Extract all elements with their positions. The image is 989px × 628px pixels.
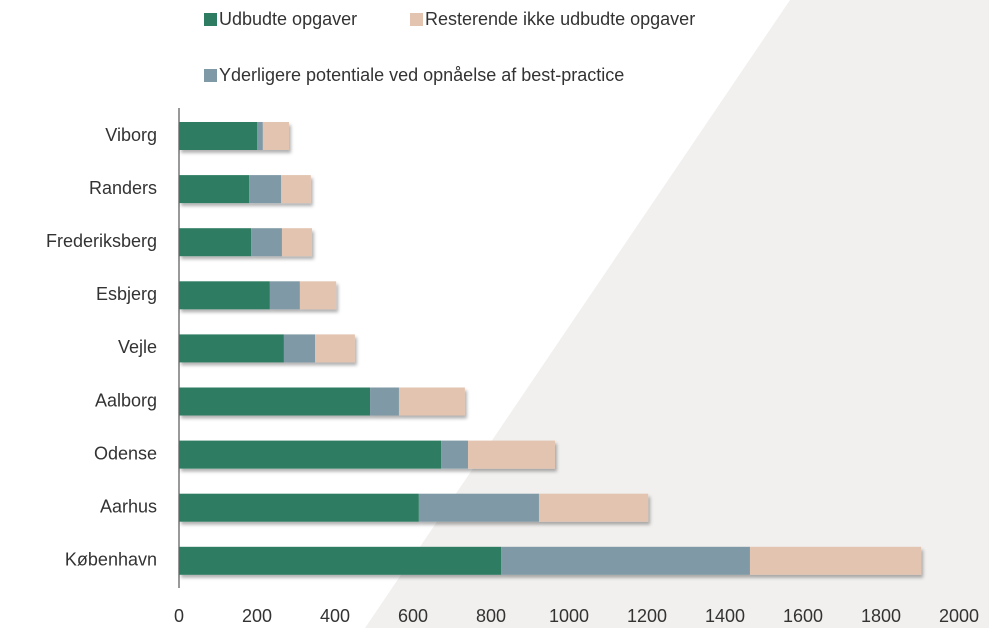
y-tick-label: Frederiksberg <box>46 231 157 251</box>
bar-group <box>179 334 355 363</box>
bar-segment <box>538 493 649 522</box>
x-tick-label: 600 <box>398 606 428 626</box>
bar-segment <box>179 387 371 416</box>
y-tick-label: Vejle <box>118 337 157 357</box>
bar-group <box>179 122 289 150</box>
x-tick-label: 1800 <box>861 606 901 626</box>
background-shape <box>365 0 989 628</box>
y-tick-label: Aarhus <box>100 496 157 516</box>
x-tick-label: 1000 <box>549 606 589 626</box>
bar-segment <box>281 228 312 257</box>
x-tick-label: 200 <box>242 606 272 626</box>
bar-segment <box>441 440 468 469</box>
bar-segment <box>179 228 252 257</box>
x-tick-label: 1400 <box>705 606 745 626</box>
bar-segment <box>251 228 282 257</box>
x-tick-label: 0 <box>174 606 184 626</box>
bar-segment <box>283 334 316 363</box>
bar-segment <box>467 440 555 469</box>
bar-group <box>179 387 465 416</box>
bar-segment <box>257 122 263 150</box>
bar-segment <box>179 334 284 363</box>
bar-segment <box>249 175 282 204</box>
x-tick-label: 1600 <box>783 606 823 626</box>
y-tick-label: København <box>65 550 157 570</box>
bar-segment <box>179 546 502 575</box>
bar-segment <box>501 546 750 575</box>
bar-segment <box>749 546 922 575</box>
bar-segment <box>370 387 399 416</box>
bar-segment <box>179 122 257 150</box>
bar-segment <box>418 493 539 522</box>
bar-segment <box>179 440 442 469</box>
bar-group <box>179 175 311 204</box>
bar-segment <box>299 281 337 310</box>
x-tick-label: 800 <box>476 606 506 626</box>
bar-group <box>179 281 337 310</box>
legend-swatch <box>204 69 217 82</box>
bar-segment <box>398 387 465 416</box>
legend-label: Udbudte opgaver <box>219 9 357 29</box>
bar-group <box>179 228 312 257</box>
legend-swatch <box>204 13 217 26</box>
bar-segment <box>179 175 250 204</box>
y-tick-label: Randers <box>89 178 157 198</box>
bar-segment <box>179 281 270 310</box>
bar-segment <box>281 175 311 204</box>
x-tick-label: 2000 <box>939 606 979 626</box>
bar-group <box>179 546 922 575</box>
bar-segment <box>262 122 289 150</box>
legend-swatch <box>410 13 423 26</box>
y-tick-label: Esbjerg <box>96 284 157 304</box>
x-tick-label: 400 <box>320 606 350 626</box>
legend-label: Resterende ikke udbudte opgaver <box>425 9 695 29</box>
y-tick-label: Aalborg <box>95 390 157 410</box>
bar-group <box>179 493 649 522</box>
bar-segment <box>315 334 355 363</box>
y-tick-label: Odense <box>94 443 157 463</box>
bar-group <box>179 440 555 469</box>
y-tick-label: Viborg <box>105 125 157 145</box>
bar-segment <box>179 493 419 522</box>
bar-segment <box>269 281 300 310</box>
legend-label: Yderligere potentiale ved opnåelse af be… <box>219 65 624 85</box>
x-tick-label: 1200 <box>627 606 667 626</box>
